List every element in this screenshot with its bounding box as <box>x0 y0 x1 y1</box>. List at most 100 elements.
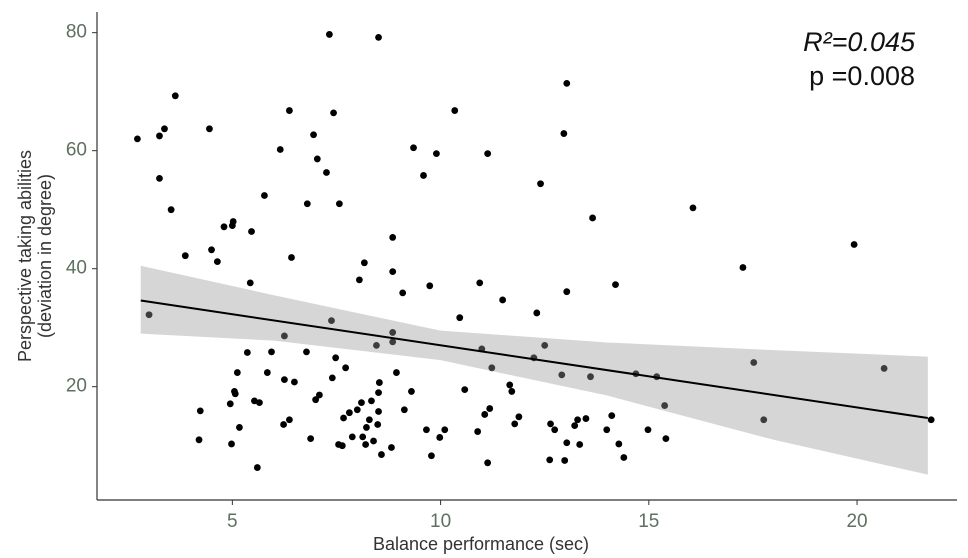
point <box>850 241 858 248</box>
x-tick-label: 15 <box>638 511 659 532</box>
point <box>291 378 298 386</box>
point <box>484 150 492 158</box>
point <box>428 452 435 460</box>
y-tick-label: 40 <box>66 258 87 279</box>
point <box>375 408 382 415</box>
point <box>328 317 335 325</box>
point <box>423 426 430 434</box>
point <box>750 359 758 366</box>
point <box>315 391 323 399</box>
point <box>286 416 293 424</box>
point <box>388 444 395 451</box>
y-tick-label: 20 <box>66 376 87 397</box>
y-axis-title: Perspective taking abilities <box>15 150 35 362</box>
point <box>533 309 541 317</box>
point <box>587 373 594 381</box>
point <box>348 433 356 441</box>
point <box>433 150 440 158</box>
point <box>246 279 254 287</box>
point <box>378 451 385 458</box>
point <box>515 413 523 421</box>
point <box>420 172 427 179</box>
regression-line <box>140 299 928 419</box>
point <box>231 390 239 398</box>
point <box>243 349 251 356</box>
x-tick-label: 10 <box>430 511 451 532</box>
point <box>196 407 204 415</box>
point <box>400 406 408 414</box>
point <box>399 289 407 297</box>
point <box>558 371 566 379</box>
point <box>256 399 263 407</box>
point <box>268 348 275 356</box>
point <box>574 416 582 424</box>
point <box>615 440 623 448</box>
y-tick-label: 60 <box>66 140 87 161</box>
point <box>561 457 569 464</box>
point <box>310 131 317 139</box>
point <box>571 422 579 430</box>
point <box>662 435 670 443</box>
point <box>335 200 343 208</box>
point <box>360 259 368 267</box>
point <box>661 402 669 409</box>
point <box>582 415 590 422</box>
point <box>389 268 397 276</box>
point <box>368 397 375 405</box>
point <box>461 386 469 394</box>
point <box>353 406 361 414</box>
point <box>563 288 571 296</box>
point <box>206 125 213 133</box>
point <box>375 389 382 397</box>
point <box>426 282 434 290</box>
point <box>373 341 380 349</box>
point <box>511 420 519 428</box>
x-tick-label: 20 <box>846 511 867 532</box>
point <box>620 454 628 461</box>
point <box>546 456 554 464</box>
point <box>927 416 935 424</box>
annotation: p =0.008 <box>809 61 915 91</box>
point <box>375 379 383 386</box>
point <box>226 400 234 408</box>
point <box>410 144 417 152</box>
point <box>286 107 293 114</box>
point <box>156 175 163 182</box>
point <box>161 125 168 133</box>
point <box>393 369 400 376</box>
point <box>488 364 496 372</box>
point <box>345 409 353 417</box>
point <box>644 426 652 434</box>
point <box>456 314 464 322</box>
y-axis-title: (deviation in degree) <box>35 174 55 338</box>
point <box>563 439 571 447</box>
point <box>760 416 768 424</box>
point <box>359 433 367 441</box>
point <box>208 246 215 254</box>
point <box>576 441 584 448</box>
point <box>313 155 321 163</box>
point <box>228 440 235 448</box>
point <box>312 396 320 404</box>
point <box>355 276 363 284</box>
point <box>363 424 370 431</box>
confidence-band <box>140 265 928 475</box>
annotation: R²=0.045 <box>803 27 916 57</box>
point <box>506 381 514 389</box>
point <box>389 338 397 346</box>
point <box>288 254 295 261</box>
point <box>281 332 288 340</box>
point <box>281 376 288 384</box>
point <box>362 441 370 448</box>
point <box>474 428 482 435</box>
point <box>603 426 611 434</box>
point <box>213 258 221 266</box>
point <box>229 218 237 225</box>
point <box>280 421 287 428</box>
point <box>328 374 336 382</box>
point <box>537 180 544 188</box>
point <box>338 442 346 450</box>
point <box>551 426 559 434</box>
